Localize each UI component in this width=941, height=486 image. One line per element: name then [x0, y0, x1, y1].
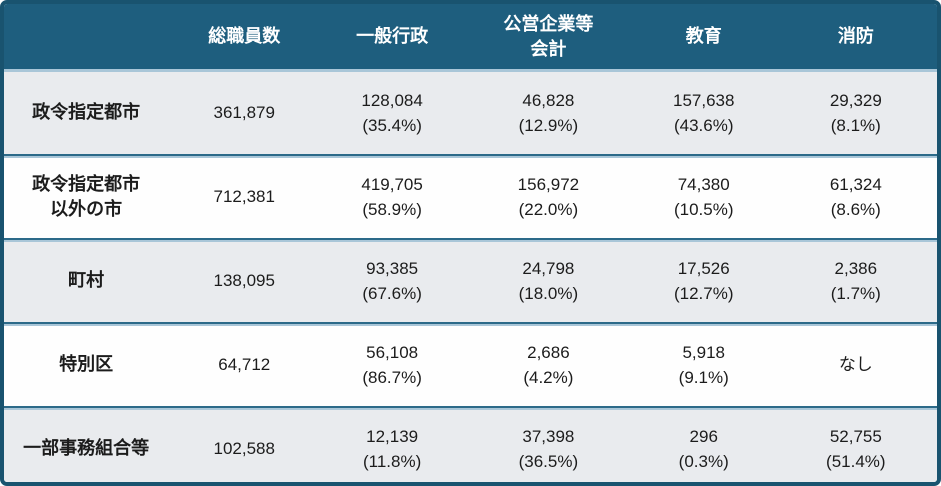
table-row-designated-cities: 政令指定都市 361,879 128,084 (35.4%) 46,828 (1… — [4, 72, 937, 154]
cell-value: 419,705 — [361, 174, 423, 194]
cell-fire: 29,329 (8.1%) — [774, 72, 937, 154]
cell-general-admin: 128,084 (35.4%) — [320, 72, 464, 154]
cell-education: 5,918 (9.1%) — [632, 322, 775, 406]
cell-percent: (58.9%) — [362, 200, 422, 219]
cell-value: なし — [838, 355, 873, 375]
cell-value: 5,918 — [682, 342, 725, 362]
cell-value: 29,329 — [829, 90, 882, 110]
cell-percent: (18.0%) — [518, 284, 579, 303]
cell-education: 74,380 (10.5%) — [632, 154, 775, 238]
cell-percent: (0.3%) — [678, 452, 729, 471]
cell-public-enterprise: 2,686 (4.2%) — [463, 322, 633, 406]
cell-public-enterprise: 24,798 (18.0%) — [463, 238, 633, 322]
cell-general-admin: 93,385 (67.6%) — [320, 238, 464, 322]
cell-value: 128,084 — [361, 90, 423, 110]
cell-value: 37,398 — [522, 426, 575, 446]
row-label: 一部事務組合等 — [4, 406, 169, 482]
cell-public-enterprise: 37,398 (36.5%) — [463, 406, 633, 482]
cell-percent: (12.9%) — [518, 116, 579, 135]
cell-public-enterprise: 46,828 (12.9%) — [463, 72, 633, 154]
cell-percent: (9.1%) — [678, 368, 729, 387]
cell-education: 296 (0.3%) — [632, 406, 775, 482]
cell-fire: 2,386 (1.7%) — [774, 238, 937, 322]
cell-fire: 61,324 (8.6%) — [774, 154, 937, 238]
cell-percent: (8.1%) — [830, 116, 881, 135]
column-header-public-enterprise: 公営企業等 会計 — [463, 4, 633, 72]
cell-fire: なし — [774, 322, 937, 406]
column-header-fire: 消防 — [774, 4, 937, 72]
cell-percent: (12.7%) — [673, 284, 734, 303]
cell-total-staff: 712,381 — [168, 154, 321, 238]
cell-percent: (43.6%) — [673, 116, 734, 135]
row-label: 政令指定都市 — [4, 72, 169, 154]
cell-percent: (10.5%) — [673, 200, 734, 219]
cell-value: 2,686 — [527, 342, 570, 362]
data-table: 総職員数 一般行政 公営企業等 会計 教育 消防 政令指定都市 361,879 … — [4, 4, 937, 482]
table-row-other-cities: 政令指定都市 以外の市 712,381 419,705 (58.9%) 156,… — [4, 154, 937, 238]
column-header-general-admin: 一般行政 — [320, 4, 464, 72]
cell-general-admin: 419,705 (58.9%) — [320, 154, 464, 238]
cell-education: 17,526 (12.7%) — [632, 238, 775, 322]
cell-total-staff: 138,095 — [168, 238, 321, 322]
cell-percent: (4.2%) — [523, 368, 574, 387]
column-header-total-staff: 総職員数 — [168, 4, 321, 72]
cell-percent: (86.7%) — [362, 368, 422, 387]
table-header: 総職員数 一般行政 公営企業等 会計 教育 消防 — [4, 4, 937, 72]
cell-value: 74,380 — [677, 174, 730, 194]
cell-percent: (67.6%) — [362, 284, 422, 303]
cell-fire: 52,755 (51.4%) — [774, 406, 937, 482]
cell-percent: (36.5%) — [518, 452, 579, 471]
cell-general-admin: 56,108 (86.7%) — [320, 322, 464, 406]
cell-percent: (35.4%) — [362, 116, 422, 135]
cell-value: 93,385 — [366, 258, 419, 278]
header-row: 総職員数 一般行政 公営企業等 会計 教育 消防 — [4, 4, 937, 72]
cell-percent: (1.7%) — [830, 284, 881, 303]
cell-value: 157,638 — [672, 90, 735, 110]
column-header-education: 教育 — [632, 4, 775, 72]
cell-total-staff: 102,588 — [168, 406, 321, 482]
cell-total-staff: 64,712 — [168, 322, 321, 406]
table-body: 政令指定都市 361,879 128,084 (35.4%) 46,828 (1… — [4, 72, 937, 482]
cell-value: 61,324 — [829, 174, 882, 194]
cell-percent: (22.0%) — [518, 200, 579, 219]
cell-total-staff: 361,879 — [168, 72, 321, 154]
row-label: 町村 — [4, 238, 169, 322]
cell-value: 296 — [689, 426, 718, 446]
cell-value: 46,828 — [522, 90, 575, 110]
table-row-special-wards: 特別区 64,712 56,108 (86.7%) 2,686 (4.2%) 5… — [4, 322, 937, 406]
cell-value: 156,972 — [517, 174, 580, 194]
row-label: 政令指定都市 以外の市 — [4, 154, 169, 238]
table-row-towns-villages: 町村 138,095 93,385 (67.6%) 24,798 (18.0%)… — [4, 238, 937, 322]
cell-education: 157,638 (43.6%) — [632, 72, 775, 154]
cell-value: 17,526 — [677, 258, 730, 278]
cell-general-admin: 12,139 (11.8%) — [320, 406, 464, 482]
column-header-category — [4, 4, 169, 72]
table-row-partial-affairs-associations: 一部事務組合等 102,588 12,139 (11.8%) 37,398 (3… — [4, 406, 937, 482]
cell-percent: (11.8%) — [362, 452, 422, 471]
cell-value: 2,386 — [834, 258, 878, 278]
cell-value: 12,139 — [366, 426, 419, 446]
cell-percent: (8.6%) — [830, 200, 881, 219]
cell-public-enterprise: 156,972 (22.0%) — [463, 154, 633, 238]
row-label: 特別区 — [4, 322, 169, 406]
cell-value: 56,108 — [366, 342, 419, 362]
cell-value: 52,755 — [829, 426, 882, 446]
cell-percent: (51.4%) — [826, 452, 886, 471]
cell-value: 24,798 — [522, 258, 575, 278]
